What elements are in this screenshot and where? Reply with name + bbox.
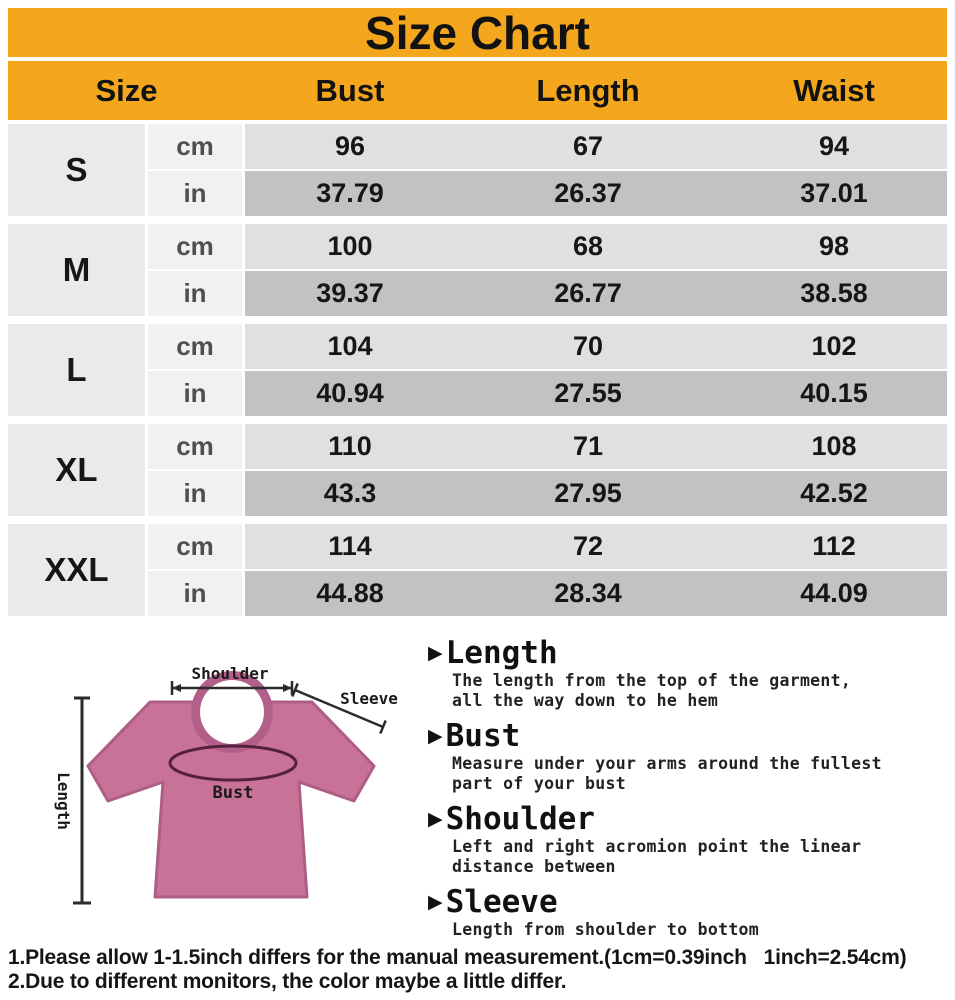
waist-in-value: 44.09 — [721, 571, 947, 616]
bust-in-value: 39.37 — [245, 271, 455, 316]
page-title: Size Chart — [365, 6, 590, 59]
definition-desc: Length from shoulder to bottom — [452, 920, 760, 939]
definition-desc: Left and right acromion point the linear… — [452, 837, 862, 876]
tshirt-measurement-diagram: Length Bust Shoulder Sleeve — [54, 664, 398, 905]
waist-in-value: 42.52 — [721, 471, 947, 516]
size-label: S — [8, 124, 148, 216]
triangle-bullet-icon: ▶ — [428, 807, 443, 830]
footnote-monitor: 2.Due to different monitors, the color m… — [8, 969, 567, 993]
table-row-group-l: L cm 104 70 102 in 40.94 27.55 40.15 — [8, 324, 947, 416]
definition-desc: The length from the top of the garment, … — [452, 671, 852, 710]
footnote-measurement: 1.Please allow 1-1.5inch differs for the… — [8, 946, 907, 969]
length-in-value: 28.34 — [455, 571, 721, 616]
unit-cm-label: cm — [148, 224, 245, 269]
waist-in-value: 37.01 — [721, 171, 947, 216]
shoulder-arrowhead-left — [172, 684, 181, 692]
size-label: XXL — [8, 524, 148, 616]
definition-shoulder: ▶ Shoulder Left and right acromion point… — [428, 802, 952, 876]
length-cm-value: 70 — [455, 324, 721, 369]
bust-label: Bust — [213, 783, 254, 803]
unit-in-label: in — [148, 571, 245, 616]
bust-in-value: 43.3 — [245, 471, 455, 516]
bust-cm-value: 96 — [245, 124, 455, 169]
unit-in-label: in — [148, 271, 245, 316]
length-in-value: 26.77 — [455, 271, 721, 316]
sleeve-label: Sleeve — [340, 689, 398, 708]
waist-in-value: 40.15 — [721, 371, 947, 416]
length-in-value: 27.95 — [455, 471, 721, 516]
measurement-definitions: ▶ Length The length from the top of the … — [428, 636, 952, 940]
length-cm-value: 67 — [455, 124, 721, 169]
waist-in-value: 38.58 — [721, 271, 947, 316]
unit-cm-label: cm — [148, 324, 245, 369]
size-label: M — [8, 224, 148, 316]
triangle-bullet-icon: ▶ — [428, 724, 443, 747]
definition-sleeve: ▶ Sleeve Length from shoulder to bottom — [428, 885, 952, 940]
definition-term: Sleeve — [445, 884, 558, 920]
table-row-group-s: S cm 96 67 94 in 37.79 26.37 37.01 — [8, 124, 947, 216]
waist-cm-value: 112 — [721, 524, 947, 569]
waist-cm-value: 102 — [721, 324, 947, 369]
tshirt-body — [86, 700, 376, 899]
header-length: Length — [536, 72, 640, 108]
length-arrow — [73, 696, 91, 905]
unit-in-label: in — [148, 171, 245, 216]
definition-bust: ▶ Bust Measure under your arms around th… — [428, 719, 952, 793]
header-waist: Waist — [793, 72, 875, 108]
title-band: Size Chart — [8, 6, 947, 59]
bust-in-value: 44.88 — [245, 571, 455, 616]
waist-cm-value: 94 — [721, 124, 947, 169]
unit-in-label: in — [148, 471, 245, 516]
bust-in-value: 40.94 — [245, 371, 455, 416]
table-row-group-m: M cm 100 68 98 in 39.37 26.77 38.58 — [8, 224, 947, 316]
bust-cm-value: 104 — [245, 324, 455, 369]
definition-term: Length — [445, 635, 558, 671]
footnotes: 1.Please allow 1-1.5inch differs for the… — [8, 946, 907, 993]
length-cm-value: 68 — [455, 224, 721, 269]
length-in-value: 26.37 — [455, 171, 721, 216]
unit-cm-label: cm — [148, 524, 245, 569]
length-label: Length — [54, 772, 73, 830]
unit-cm-label: cm — [148, 124, 245, 169]
length-cm-value: 71 — [455, 424, 721, 469]
definition-term: Shoulder — [445, 801, 595, 837]
bust-cm-value: 100 — [245, 224, 455, 269]
waist-cm-value: 108 — [721, 424, 947, 469]
length-cm-value: 72 — [455, 524, 721, 569]
definition-length: ▶ Length The length from the top of the … — [428, 636, 952, 710]
table-row-group-xxl: XXL cm 114 72 112 in 44.88 28.34 44.09 — [8, 524, 947, 616]
definition-term: Bust — [445, 718, 521, 754]
bust-cm-value: 114 — [245, 524, 455, 569]
column-header-row: Size Bust Length Waist — [8, 61, 947, 120]
unit-in-label: in — [148, 371, 245, 416]
triangle-bullet-icon: ▶ — [428, 890, 443, 913]
table-row-group-xl: XL cm 110 71 108 in 43.3 27.95 42.52 — [8, 424, 947, 516]
shoulder-label: Shoulder — [191, 664, 268, 683]
bust-ellipse — [168, 744, 298, 782]
size-label: XL — [8, 424, 148, 516]
definition-desc: Measure under your arms around the fulle… — [452, 754, 882, 793]
length-in-value: 27.55 — [455, 371, 721, 416]
triangle-bullet-icon: ▶ — [428, 641, 443, 664]
size-table: S cm 96 67 94 in 37.79 26.37 37.01 M cm … — [8, 124, 947, 624]
unit-cm-label: cm — [148, 424, 245, 469]
neck-opening — [200, 680, 264, 744]
sleeve-arrow — [291, 683, 387, 734]
header-size: Size — [95, 72, 158, 108]
header-bust: Bust — [315, 72, 385, 108]
size-label: L — [8, 324, 148, 416]
bust-in-value: 37.79 — [245, 171, 455, 216]
bust-cm-value: 110 — [245, 424, 455, 469]
waist-cm-value: 98 — [721, 224, 947, 269]
shoulder-arrowhead-right — [283, 684, 292, 692]
